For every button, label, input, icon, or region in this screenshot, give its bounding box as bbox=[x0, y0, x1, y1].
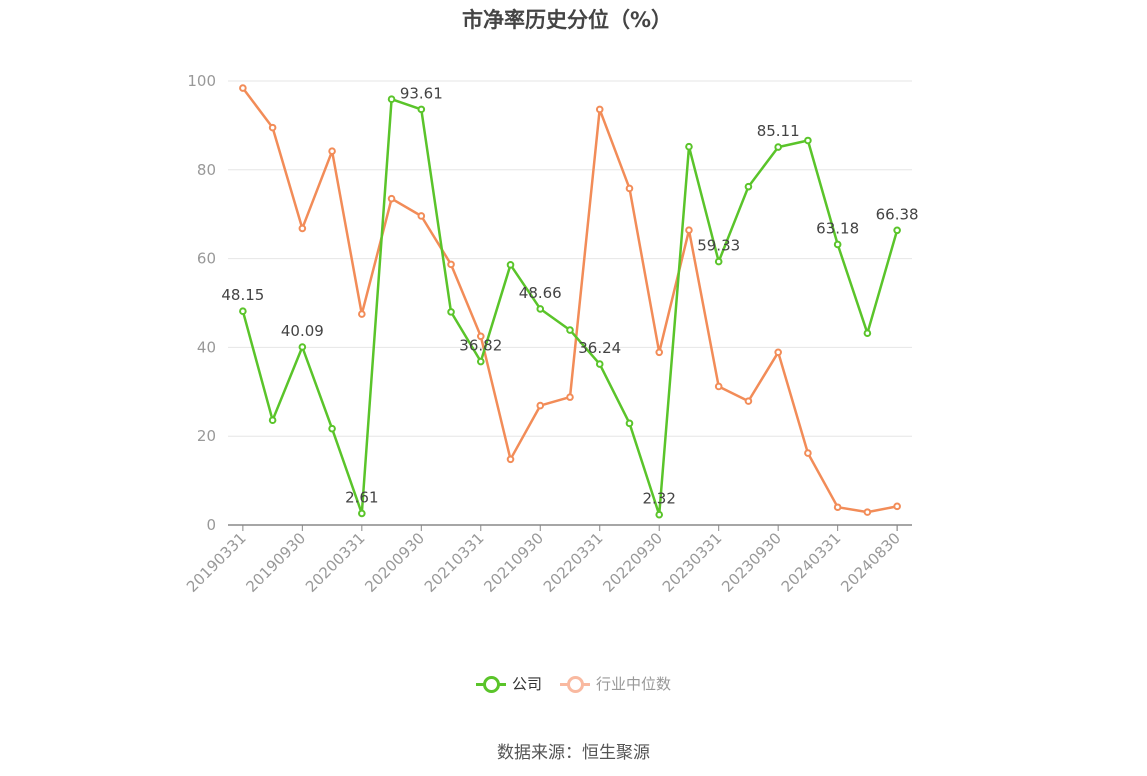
legend: 公司 行业中位数 bbox=[0, 673, 1147, 694]
data-label: 2.32 bbox=[643, 490, 676, 508]
data-point-industry bbox=[298, 224, 307, 233]
data-point-industry bbox=[417, 212, 426, 220]
data-label: 85.11 bbox=[757, 122, 800, 140]
y-tick-label: 80 bbox=[197, 161, 216, 179]
data-point-industry bbox=[506, 455, 515, 464]
data-point-company bbox=[506, 261, 515, 269]
data-label: 59.33 bbox=[697, 237, 740, 255]
data-point-company bbox=[358, 509, 366, 518]
data-label: 40.09 bbox=[281, 322, 324, 340]
data-point-industry bbox=[863, 508, 872, 516]
chart-title: 市净率历史分位（%） bbox=[461, 8, 673, 32]
data-point-company bbox=[863, 329, 872, 337]
data-label: 36.82 bbox=[459, 337, 502, 355]
x-tick-label: 20200331 bbox=[302, 529, 369, 596]
data-label: 48.15 bbox=[221, 286, 264, 304]
data-point-industry bbox=[387, 194, 396, 203]
x-tick-label: 20240830 bbox=[837, 529, 904, 596]
x-tick-label: 20190331 bbox=[183, 529, 250, 596]
x-tick-label: 20210930 bbox=[480, 529, 547, 596]
data-point-industry bbox=[714, 382, 723, 391]
series-line-company bbox=[241, 97, 899, 516]
y-tick-label: 60 bbox=[197, 250, 216, 268]
data-label: 66.38 bbox=[876, 205, 919, 223]
data-point-company bbox=[774, 143, 782, 151]
legend-item-industry[interactable]: 行业中位数 bbox=[560, 673, 671, 694]
data-point-industry bbox=[893, 502, 901, 511]
data-point-company bbox=[804, 136, 812, 145]
data-point-company bbox=[625, 419, 634, 428]
y-tick-label: 100 bbox=[187, 72, 216, 90]
x-tick-label: 20240331 bbox=[778, 529, 845, 596]
data-point-company bbox=[536, 305, 545, 313]
x-tick-label: 20230930 bbox=[718, 529, 785, 596]
data-point-company bbox=[298, 343, 307, 351]
x-tick-label: 20230331 bbox=[659, 529, 726, 596]
data-point-company bbox=[595, 360, 604, 368]
x-tick-label: 20190930 bbox=[242, 529, 309, 596]
data-point-industry bbox=[625, 184, 634, 193]
legend-company-label: 公司 bbox=[511, 675, 542, 693]
y-tick-label: 0 bbox=[206, 516, 216, 534]
data-point-industry bbox=[239, 84, 247, 92]
legend-item-company[interactable]: 公司 bbox=[475, 673, 542, 694]
data-point-company bbox=[447, 308, 455, 316]
x-tick-label: 20220930 bbox=[599, 529, 666, 596]
data-label: 63.18 bbox=[816, 219, 859, 237]
data-point-industry bbox=[804, 449, 812, 457]
data-label: 48.66 bbox=[519, 284, 562, 302]
data-point-company bbox=[268, 416, 277, 425]
data-point-industry bbox=[447, 260, 455, 269]
data-point-company bbox=[328, 424, 336, 433]
data-point-industry bbox=[685, 226, 693, 234]
data-point-industry bbox=[328, 147, 336, 155]
data-point-company bbox=[655, 510, 664, 519]
data-point-company bbox=[417, 105, 426, 114]
data-point-company bbox=[387, 95, 396, 104]
data-point-industry bbox=[358, 310, 366, 318]
data-point-company bbox=[239, 307, 247, 316]
x-tick-label: 20200930 bbox=[361, 529, 428, 596]
data-point-industry bbox=[744, 397, 753, 405]
data-point-company bbox=[566, 326, 574, 334]
data-label: 2.61 bbox=[345, 488, 378, 506]
data-point-company bbox=[714, 257, 723, 266]
data-label: 36.24 bbox=[578, 339, 621, 357]
data-point-company bbox=[833, 240, 842, 249]
data-point-company bbox=[685, 142, 693, 151]
data-point-company bbox=[744, 182, 753, 191]
data-point-industry bbox=[536, 401, 545, 410]
source-note: 数据来源：恒生聚源 bbox=[497, 743, 650, 763]
data-point-industry bbox=[476, 332, 485, 341]
y-tick-label: 20 bbox=[197, 427, 216, 445]
x-tick-label: 20220331 bbox=[540, 529, 607, 596]
data-point-company bbox=[476, 357, 485, 366]
data-point-industry bbox=[268, 123, 277, 132]
y-tick-label: 40 bbox=[197, 338, 216, 356]
legend-industry-marker-icon bbox=[560, 675, 590, 693]
legend-industry-label: 行业中位数 bbox=[596, 675, 672, 693]
data-point-industry bbox=[566, 393, 574, 401]
data-point-industry bbox=[655, 348, 664, 357]
data-point-company bbox=[893, 226, 901, 235]
series-line-industry bbox=[241, 87, 898, 514]
data-label: 93.61 bbox=[400, 84, 443, 102]
x-tick-label: 20210331 bbox=[421, 529, 488, 596]
data-point-industry bbox=[595, 105, 604, 114]
data-point-industry bbox=[774, 348, 782, 357]
legend-company-marker-icon bbox=[475, 675, 506, 693]
data-point-industry bbox=[833, 503, 842, 512]
